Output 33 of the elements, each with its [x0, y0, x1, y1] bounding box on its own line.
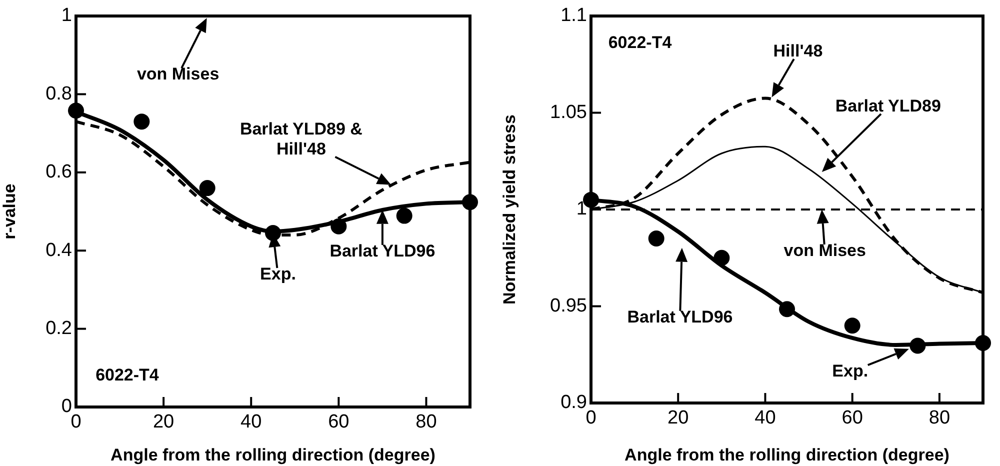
annotation: von Mises: [136, 64, 220, 84]
annotation: Exp.: [832, 362, 868, 381]
x-axis-title: Angle from the rolling direction (degree): [624, 445, 950, 464]
annotation: Barlat YLD89 & Hill'48: [240, 120, 362, 159]
y-tick-label: 0.6: [46, 162, 72, 183]
x-tick-label: 20: [152, 412, 174, 433]
y-tick-label: 0.9: [560, 392, 587, 414]
annotation: 6022-T4: [608, 32, 672, 52]
y-tick-label: 0.8: [46, 83, 72, 104]
y-tick-label: 0.2: [46, 318, 72, 340]
y-tick-label: 1: [61, 5, 72, 26]
annotation: von Mises: [784, 241, 866, 260]
x-axis-title: Angle from the rolling direction (degree): [110, 445, 436, 464]
y-axis-title: r-value: [0, 184, 19, 240]
x-tick-label: 60: [328, 412, 350, 433]
y-axis-title: Normalized yield stress: [500, 114, 519, 304]
x-tick-label: 80: [416, 412, 437, 433]
y-tick-label: 1: [576, 198, 587, 220]
x-tick-label: 40: [754, 408, 776, 429]
annotation: Exp.: [260, 264, 296, 284]
y-tick-label: 1.1: [560, 5, 587, 26]
y-tick-label: 0.4: [46, 240, 72, 261]
x-tick-label: 20: [668, 408, 689, 429]
x-tick-label: 60: [842, 408, 863, 429]
annotation: Hill'48: [773, 42, 823, 61]
annotation: Barlat YLD96: [330, 242, 436, 261]
x-tick-label: 40: [240, 412, 262, 433]
annotation: Barlat YLD96: [627, 308, 733, 327]
annotation: Barlat YLD89: [835, 96, 941, 116]
x-tick-label: 80: [928, 408, 950, 429]
y-tick-label: 0.95: [550, 295, 587, 316]
annotation: 6022-T4: [96, 365, 160, 384]
y-tick-label: 1.05: [550, 102, 587, 123]
